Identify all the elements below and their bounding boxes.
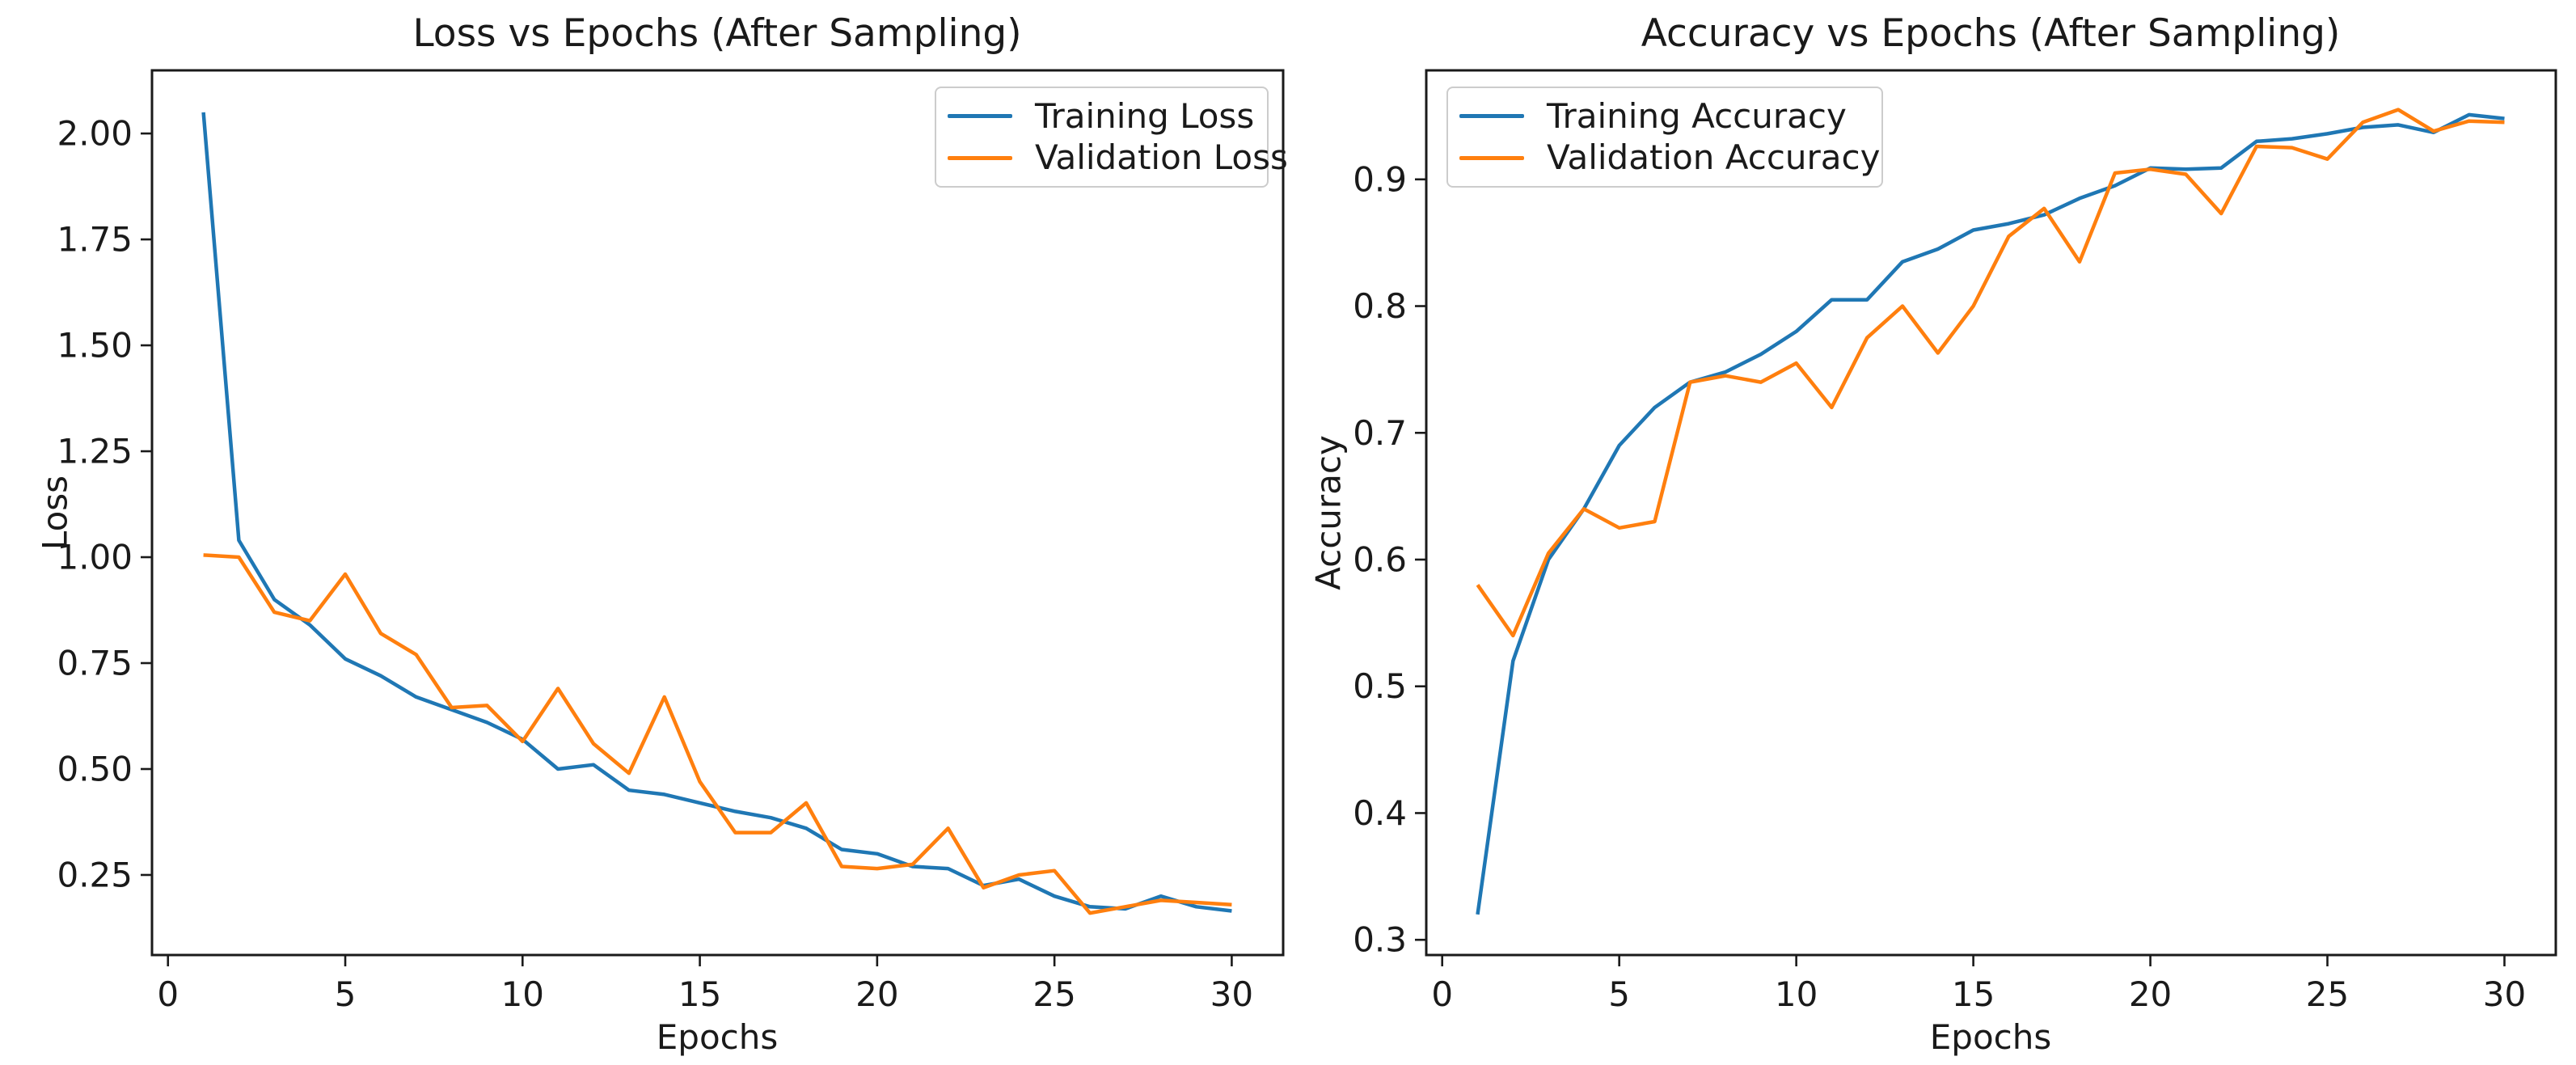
x-tick-label: 5	[335, 974, 357, 1014]
left-x-axis-label: Epochs	[656, 1017, 779, 1057]
left-chart-legend: Training Loss Validation Loss	[935, 87, 1288, 188]
right-x-axis-label: Epochs	[1929, 1017, 2052, 1057]
legend-label: Validation Accuracy	[1547, 137, 1881, 178]
x-tick-label: 20	[2129, 974, 2172, 1014]
plot-box-spines	[150, 69, 1285, 957]
validation-loss-line-icon	[948, 155, 1012, 160]
training-loss-line-icon	[948, 114, 1012, 119]
legend-item: Validation Accuracy	[1459, 137, 1881, 180]
y-tick-label: 0.8	[1353, 286, 1407, 326]
legend-item: Training Loss	[948, 95, 1256, 137]
training-loss-line	[201, 112, 1232, 913]
y-tick-label: 0.6	[1353, 539, 1407, 579]
validation-accuracy-line-icon	[1459, 155, 1524, 160]
x-tick-label: 5	[1608, 974, 1630, 1014]
y-tick-label: 0.25	[57, 855, 133, 894]
x-tick-label: 30	[2483, 974, 2526, 1014]
left-y-axis-label: Loss	[35, 475, 75, 551]
training-accuracy-line-icon	[1459, 114, 1524, 119]
legend-item: Validation Loss	[948, 137, 1288, 180]
y-tick-label: 1.00	[57, 538, 133, 577]
y-tick-label: 0.4	[1353, 793, 1407, 833]
right-chart-title: Accuracy vs Epochs (After Sampling)	[1641, 11, 2341, 56]
y-tick-label: 1.25	[57, 432, 133, 471]
x-tick-label: 25	[1033, 974, 1075, 1014]
x-tick-label: 20	[855, 974, 898, 1014]
x-tick-label: 30	[1210, 974, 1253, 1014]
y-tick-label: 1.75	[57, 220, 133, 260]
x-tick-label: 15	[678, 974, 721, 1014]
legend-label: Training Accuracy	[1547, 95, 1847, 136]
y-tick-label: 1.50	[57, 326, 133, 366]
plot-box-spines	[1425, 69, 2557, 957]
y-tick-label: 0.3	[1353, 920, 1407, 960]
x-tick-label: 15	[1952, 974, 1995, 1014]
y-tick-label: 0.75	[57, 644, 133, 683]
training-accuracy-line	[1476, 112, 2505, 915]
legend-item: Training Accuracy	[1459, 95, 1870, 137]
chart-loss: 0 5 10 15 20 25 30 0.25 0.50 0.75 1.00 1.25 1.50 1.75…	[57, 69, 1285, 1014]
y-tick-label: 0.5	[1353, 666, 1407, 706]
legend-label: Validation Loss	[1035, 137, 1288, 178]
x-tick-label: 0	[157, 974, 179, 1014]
y-tick-label: 2.00	[57, 114, 133, 154]
right-chart-legend: Training Accuracy Validation Accuracy	[1446, 87, 1883, 188]
validation-loss-line	[203, 553, 1232, 915]
left-chart-title: Loss vs Epochs (After Sampling)	[412, 11, 1022, 56]
legend-label: Training Loss	[1035, 95, 1255, 136]
y-tick-label: 0.9	[1353, 159, 1407, 199]
right-y-axis-label: Accuracy	[1308, 435, 1349, 590]
chart-accuracy: 0 5 10 15 20 25 30 0.3 0.4 0.5 0.6 0.7 0.8 0.9	[1353, 69, 2557, 1014]
x-tick-label: 0	[1431, 974, 1453, 1014]
x-tick-label: 25	[2306, 974, 2349, 1014]
x-tick-label: 10	[1775, 974, 1818, 1014]
validation-accuracy-line	[1476, 108, 2505, 638]
y-tick-label: 0.50	[57, 749, 133, 788]
y-tick-label: 0.7	[1353, 413, 1407, 453]
x-tick-label: 10	[501, 974, 544, 1014]
